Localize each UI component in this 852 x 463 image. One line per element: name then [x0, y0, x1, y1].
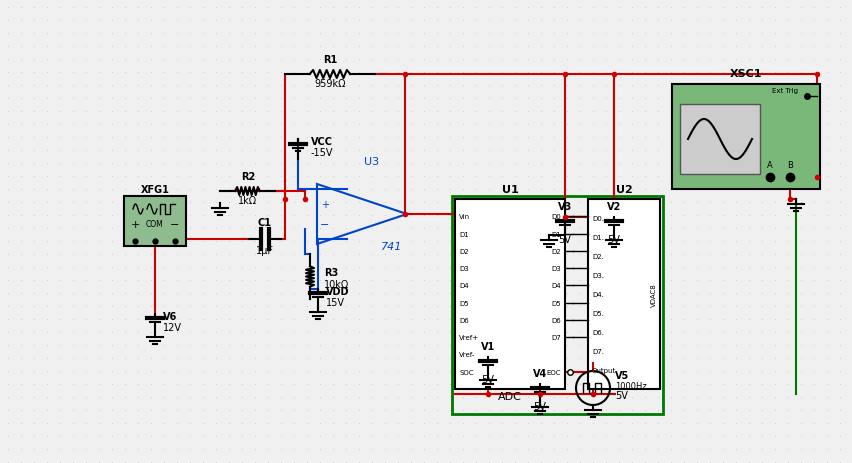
Text: VDD: VDD: [326, 287, 349, 296]
Text: R3: R3: [324, 267, 338, 277]
Text: EOC: EOC: [546, 369, 561, 375]
Text: XSC1: XSC1: [730, 69, 763, 79]
Text: R1: R1: [323, 55, 337, 65]
Text: ADC: ADC: [498, 391, 522, 401]
Text: SOC: SOC: [459, 369, 474, 375]
Text: 741: 741: [382, 242, 403, 251]
Text: 1000Hz: 1000Hz: [615, 381, 647, 390]
Bar: [680, 105, 760, 175]
Text: D3: D3: [459, 265, 469, 271]
Text: D1: D1: [551, 231, 561, 237]
Text: 5V: 5V: [615, 390, 628, 400]
Text: +: +: [130, 219, 140, 230]
Text: D2.: D2.: [592, 253, 604, 259]
Text: D6: D6: [551, 317, 561, 323]
Text: 1μF: 1μF: [256, 245, 274, 256]
Text: C1: C1: [258, 218, 272, 227]
Text: D6.: D6.: [592, 329, 604, 335]
Text: D4: D4: [459, 283, 469, 289]
Text: −: −: [320, 219, 330, 230]
Text: V3: V3: [558, 201, 573, 212]
Text: 1kΩ: 1kΩ: [239, 195, 257, 206]
Text: A: A: [767, 161, 773, 169]
Text: V2: V2: [607, 201, 621, 212]
Text: V1: V1: [481, 341, 495, 351]
Text: -15V: -15V: [311, 148, 333, 158]
Bar: [672, 85, 820, 189]
Text: VCC: VCC: [311, 137, 333, 147]
Text: U3: U3: [365, 156, 379, 167]
Text: 5V: 5V: [607, 234, 620, 244]
Text: 12V: 12V: [163, 322, 182, 332]
Text: 5V: 5V: [533, 401, 546, 411]
Text: D2: D2: [459, 248, 469, 254]
Text: D3.: D3.: [592, 272, 604, 278]
Bar: [455, 200, 565, 389]
Text: V4: V4: [532, 368, 547, 378]
Bar: [452, 197, 663, 414]
Text: D7: D7: [551, 334, 561, 340]
Text: V5: V5: [615, 370, 630, 380]
Text: D5.: D5.: [592, 310, 604, 316]
Text: D7.: D7.: [592, 348, 604, 354]
Text: D5: D5: [551, 300, 561, 306]
Text: D0.: D0.: [592, 216, 604, 221]
Text: 5V: 5V: [559, 234, 572, 244]
Text: D4: D4: [551, 283, 561, 289]
Text: D3: D3: [551, 265, 561, 271]
Text: 5V: 5V: [481, 374, 494, 384]
Text: D4.: D4.: [592, 291, 604, 297]
Text: D0: D0: [551, 214, 561, 220]
Text: D1.: D1.: [592, 234, 604, 240]
Bar: [124, 197, 186, 246]
Text: U2: U2: [616, 185, 632, 194]
Text: D1: D1: [459, 231, 469, 237]
Text: R2: R2: [241, 172, 255, 181]
Text: U1: U1: [502, 185, 518, 194]
Text: B: B: [787, 161, 793, 169]
Text: D6: D6: [459, 317, 469, 323]
Text: 959kΩ: 959kΩ: [314, 79, 346, 89]
Text: Vin: Vin: [459, 214, 470, 220]
Text: Output: Output: [592, 367, 616, 373]
Text: −: −: [170, 219, 180, 230]
Text: 10kΩ: 10kΩ: [324, 280, 349, 290]
Text: VDAC8: VDAC8: [651, 282, 657, 306]
Bar: [588, 200, 660, 389]
Text: 15V: 15V: [326, 297, 345, 307]
Text: D5: D5: [459, 300, 469, 306]
Text: D2: D2: [551, 248, 561, 254]
Text: +: +: [321, 200, 329, 210]
Text: V6: V6: [163, 311, 177, 321]
Text: COM: COM: [147, 220, 164, 229]
Text: Vref+: Vref+: [459, 334, 479, 340]
Text: XFG1: XFG1: [141, 185, 170, 194]
Text: Ext Trig: Ext Trig: [772, 88, 798, 94]
Text: Vref-: Vref-: [459, 352, 475, 358]
